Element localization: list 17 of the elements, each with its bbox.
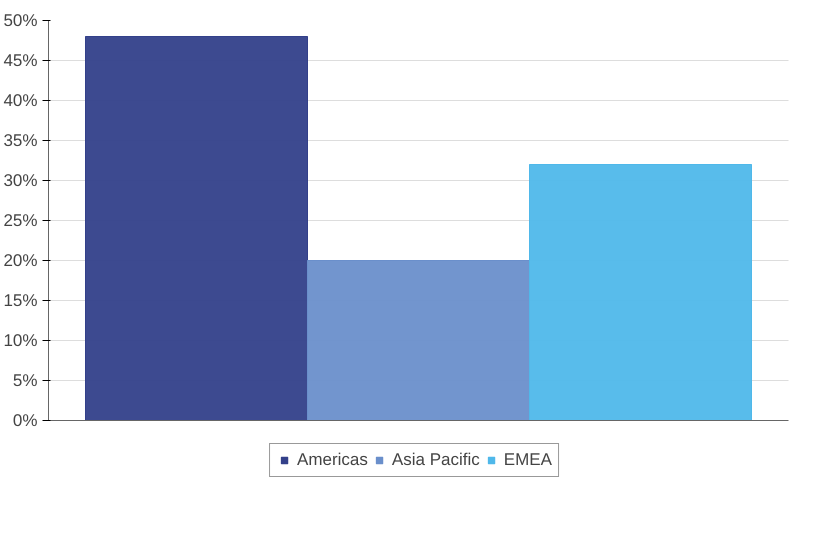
y-tick-label: 0% <box>12 411 38 430</box>
bar <box>85 36 308 420</box>
bar <box>307 260 530 420</box>
y-tick-label: 35% <box>3 131 38 150</box>
y-tick-label: 5% <box>12 371 38 390</box>
y-tick-label: 25% <box>3 211 38 230</box>
legend-label: Asia Pacific <box>392 450 480 470</box>
y-tick-label: 40% <box>3 91 38 110</box>
y-tick-label: 10% <box>3 331 38 350</box>
y-tick-label: 45% <box>3 51 38 70</box>
y-tick-label: 15% <box>3 291 38 310</box>
y-tick-label: 30% <box>3 171 38 190</box>
y-tick-label: 20% <box>3 251 38 270</box>
legend-label: Americas <box>297 450 368 470</box>
y-tick-label: 50% <box>3 11 38 30</box>
bar <box>529 164 752 420</box>
legend-label: EMEA <box>504 450 552 470</box>
